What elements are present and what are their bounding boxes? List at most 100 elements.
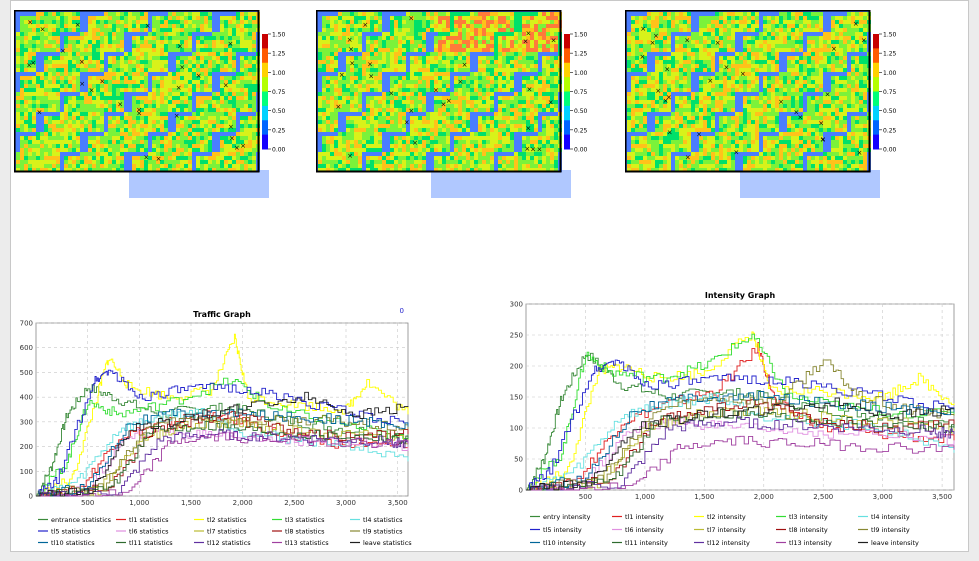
legend-item: tl12 intensity [707,539,750,547]
agent-marker: × [818,119,824,127]
y-tick-label: 700 [20,320,33,328]
colorbar-tick-label: 1.00 [883,70,897,77]
colorbar-tick-label: 0.75 [883,89,897,96]
series-line-tl2-intensity [526,331,955,491]
agent-marker: × [685,153,691,161]
colorbar-tick-label: 1.00 [272,70,286,77]
colorbar-tick-label: 1.25 [883,51,897,58]
colorbar-segment [262,77,268,92]
colorbar-segment [262,48,268,64]
legend-item: tl6 intensity [625,526,664,534]
agent-marker: × [778,98,784,106]
legend-item: tl8 statistics [285,528,325,536]
agent-marker: × [368,73,374,81]
agent-marker: × [99,77,105,85]
agent-marker: × [408,15,414,23]
agent-marker: × [653,32,659,40]
colorbar-tick-label: 0.50 [883,108,897,115]
agent-marker: × [404,119,410,127]
agent-marker: × [227,40,233,48]
legend-item: tl7 intensity [707,526,746,534]
series-line-tl12-intensity [526,416,955,491]
agent-marker: × [527,86,533,94]
agent-marker: × [663,97,669,105]
y-tick-label: 300 [20,418,33,426]
x-tick-label: 3,500 [932,493,952,501]
legend-item: tl10 statistics [51,539,95,547]
y-tick-label: 250 [510,332,523,340]
agent-marker: × [408,107,414,115]
colorbar-tick-label: 1.50 [574,32,588,39]
legend-item: tl3 intensity [789,513,828,521]
agent-marker: × [174,112,180,120]
agent-marker: × [825,91,831,99]
agent-marker: × [143,153,149,161]
colorbar-tick-label: 0.25 [883,127,897,134]
legend-item: tl9 statistics [363,528,403,536]
agent-marker: × [530,146,536,154]
legend-item: tl1 intensity [625,513,664,521]
colorbar-segment [262,105,268,121]
agent-marker: × [179,63,185,71]
series-line-tl13-intensity [526,435,955,491]
agent-marker: × [684,37,690,45]
agent-marker: × [831,45,837,53]
agent-marker: × [666,94,672,102]
colorbar-tick-label: 1.00 [574,70,588,77]
agent-marker: × [347,152,353,160]
y-tick-label: 500 [20,369,33,377]
series-line-tl4-intensity [526,392,955,491]
colorbar-tick-label: 0.00 [574,147,588,154]
agent-marker: × [523,38,529,46]
agent-marker: × [60,47,66,55]
colorbar-segment [873,105,879,121]
x-tick-label: 3,500 [388,499,408,507]
x-tick-label: 1,500 [181,499,201,507]
legend-item: tl9 intensity [871,526,910,534]
legend-item: tl5 intensity [543,526,582,534]
colorbar-segment [262,62,268,78]
agent-marker: × [861,36,867,44]
agent-marker: × [335,103,341,111]
agent-marker: × [367,60,373,68]
series-line-entry-intensity [526,352,955,491]
series-line-tl5-intensity [526,359,955,491]
colorbar-segment [873,91,879,107]
agent-marker: × [797,114,803,122]
agent-marker: × [664,66,670,74]
x-tick-label: 2,500 [813,493,833,501]
colorbar-tick-label: 0.50 [574,108,588,115]
y-tick-label: 0 [519,487,523,495]
legend-item: tl13 statistics [285,539,329,547]
colorbar-tick-label: 1.25 [272,51,286,58]
colorbar-tick-label: 1.50 [883,32,897,39]
colorbar-segment [873,48,879,64]
agent-marker: × [551,36,557,44]
legend-item: tl8 intensity [789,526,828,534]
legend-item: tl2 intensity [707,513,746,521]
agent-marker: × [655,87,661,95]
agent-marker: × [707,77,713,85]
series-line-tl4-statistics [36,408,409,497]
x-tick-label: 3,000 [873,493,893,501]
agent-marker: × [339,71,345,79]
legend-item: tl11 intensity [625,539,668,547]
agent-marker: × [667,128,673,136]
y-tick-label: 150 [510,394,523,402]
legend-item: entrance statistics [51,516,112,524]
agent-marker: × [639,53,645,61]
agent-marker: × [462,61,468,69]
heatmap-overflow-region [129,170,269,198]
colorbar-tick-label: 0.75 [272,89,286,96]
agent-marker: × [177,42,183,50]
series-line-tl9-intensity [526,359,955,491]
colorbar-tick-label: 0.75 [574,89,588,96]
colorbar-tick-label: 1.50 [272,32,286,39]
legend-item: tl3 statistics [285,516,325,524]
legend-item: tl2 statistics [207,516,247,524]
legend-item: tl12 statistics [207,539,251,547]
chart-title: Traffic Graph [193,310,251,319]
agent-marker: × [27,18,33,26]
y-tick-label: 100 [20,468,33,476]
agent-marker: × [457,78,463,86]
